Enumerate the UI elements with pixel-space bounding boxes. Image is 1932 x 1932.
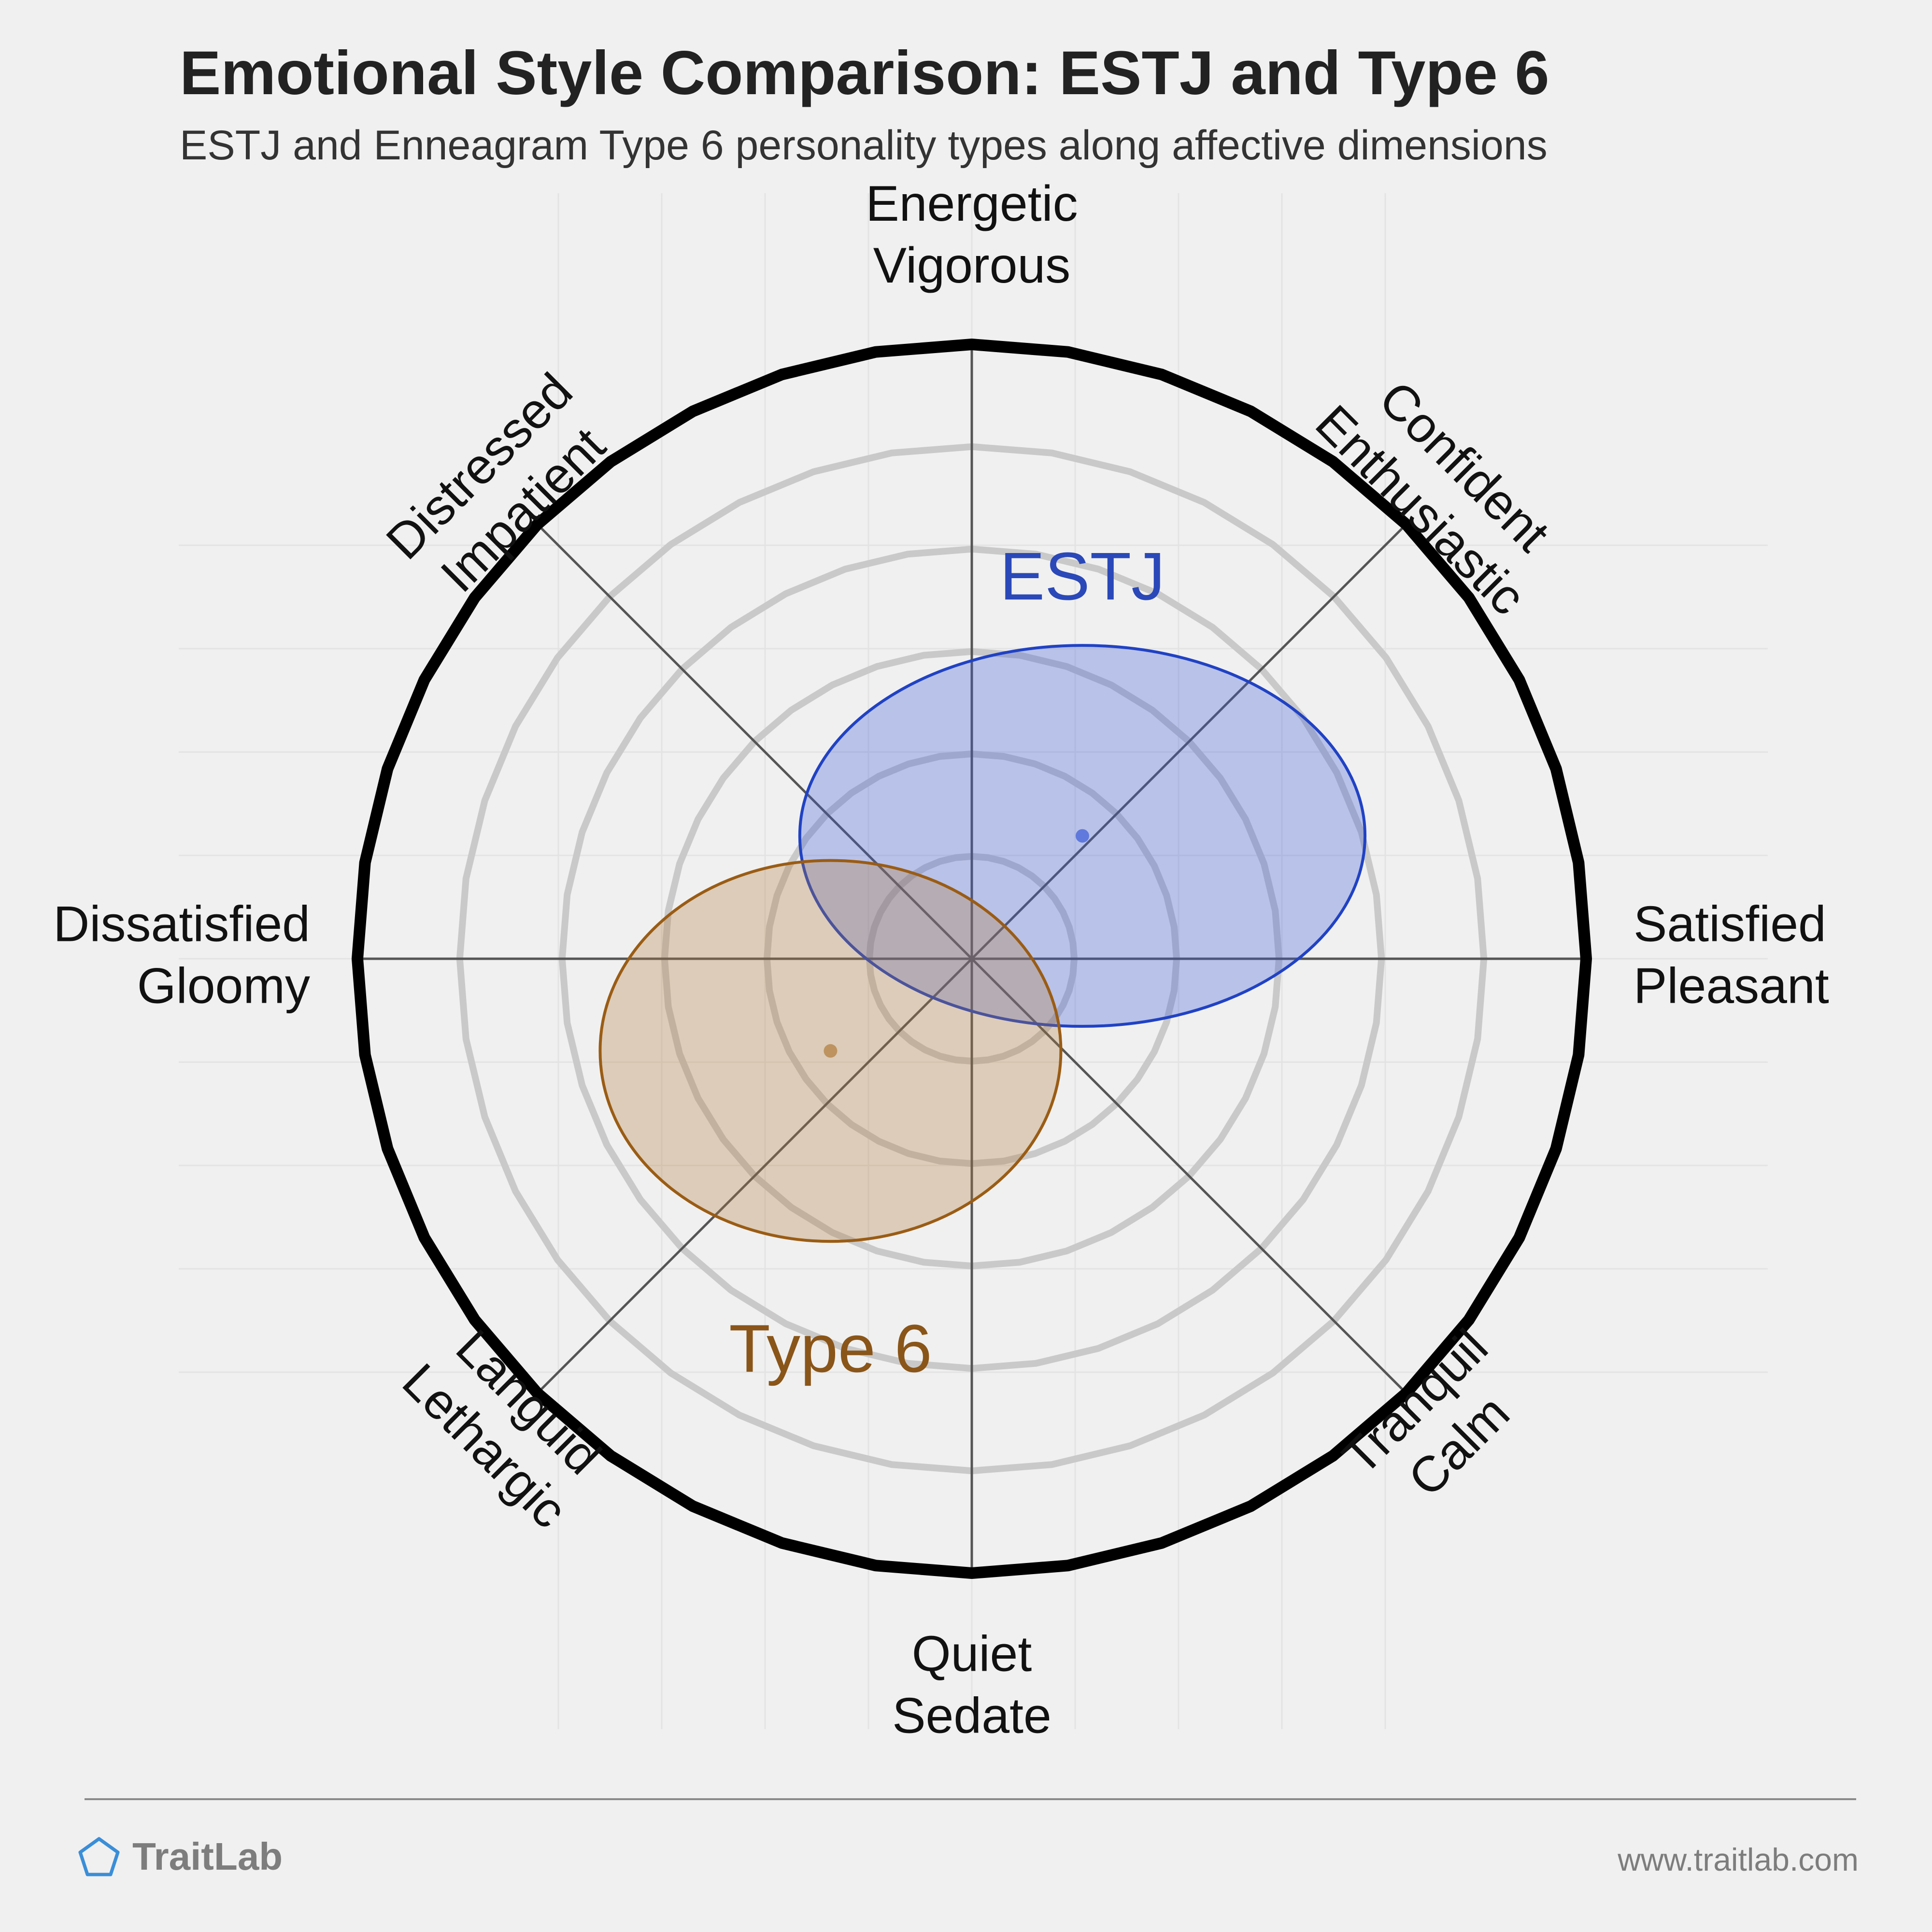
axis-label: Quiet — [912, 1626, 1032, 1682]
chart-subtitle: ESTJ and Enneagram Type 6 personality ty… — [180, 122, 1548, 169]
axis-spoke — [536, 523, 973, 960]
footer-divider — [85, 1798, 1856, 1800]
axis-spoke — [971, 523, 1407, 960]
outer-ring — [352, 339, 1592, 1579]
series-point — [824, 1044, 838, 1058]
chart-title: Emotional Style Comparison: ESTJ and Typ… — [180, 39, 1549, 108]
series-label: Type 6 — [729, 1310, 932, 1386]
axis-label: Vigorous — [873, 238, 1071, 294]
axis-label: Pleasant — [1634, 958, 1829, 1014]
axis-spoke — [971, 958, 1407, 1394]
brand: TraitLab — [77, 1834, 283, 1879]
pentagon-icon — [78, 1837, 120, 1876]
brand-name: TraitLab — [132, 1835, 283, 1878]
axis-label: Satisfied — [1634, 896, 1826, 952]
series-label: ESTJ — [1000, 538, 1165, 614]
axis-label: Dissatisfied — [53, 896, 310, 952]
site-url: www.traitlab.com — [1618, 1842, 1859, 1877]
axis-label: Energetic — [866, 176, 1078, 232]
axis-label: Sedate — [892, 1688, 1051, 1744]
axis-label: Gloomy — [137, 958, 310, 1014]
series-point — [1075, 829, 1089, 843]
axis-spoke — [536, 958, 973, 1394]
